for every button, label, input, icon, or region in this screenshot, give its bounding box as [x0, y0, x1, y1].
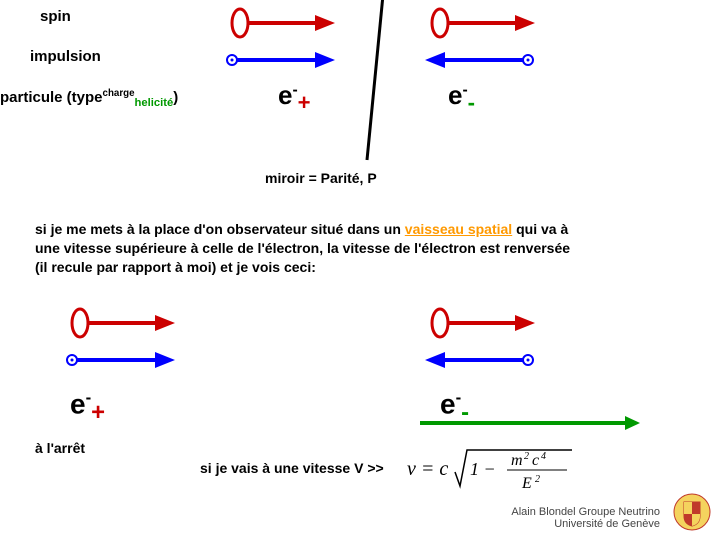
para-highlight: vaisseau spatial	[405, 221, 512, 237]
bottom-left-diagram	[60, 305, 260, 385]
svg-text:m: m	[511, 452, 523, 469]
credit-line2: Université de Genève	[511, 518, 660, 530]
particle-top-right: e--	[448, 80, 475, 116]
mirror-line	[355, 0, 395, 165]
particule-helicite-sub: helicité	[135, 97, 174, 109]
particule-charge-sup: charge	[103, 88, 135, 99]
para-line2: une vitesse supérieure à celle de l'élec…	[35, 240, 570, 256]
helicity-sub: -	[461, 399, 469, 426]
particle-type: e	[448, 80, 462, 110]
particle-top-left: e-+	[278, 80, 311, 116]
svg-text:1 −: 1 −	[470, 459, 496, 479]
credit-block: Alain Blondel Groupe Neutrino Université…	[511, 506, 660, 530]
svg-text:2: 2	[535, 474, 540, 485]
particule-label: particule (typechargehelicité)	[0, 88, 178, 109]
particle-bottom-left: e-+	[70, 388, 105, 427]
credit-line1: Alain Blondel Groupe Neutrino	[511, 506, 660, 518]
geneva-logo	[672, 492, 712, 532]
impulsion-label: impulsion	[30, 48, 101, 65]
velocity-formula: v = c 1 − m 2 c 4 E 2	[407, 442, 577, 498]
svg-text:4: 4	[541, 451, 546, 462]
arret-label: à l'arrêt	[35, 440, 85, 456]
boost-paragraph: si je me mets à la place d'on observateu…	[35, 220, 685, 277]
mirror-label: miroir = Parité, P	[265, 170, 377, 186]
svg-text:E: E	[521, 475, 532, 492]
svg-text:c: c	[532, 452, 539, 469]
spin-label: spin	[40, 8, 71, 25]
helicity-sub: +	[298, 90, 311, 115]
helicity-sub: +	[91, 399, 105, 426]
particule-prefix: particule (type	[0, 89, 103, 106]
helicity-sub: -	[468, 90, 475, 115]
particule-suffix: )	[173, 89, 178, 106]
bottom-text: si je vais à une vitesse V >>	[200, 460, 384, 476]
particle-type: e	[278, 80, 292, 110]
top-left-diagram	[220, 5, 340, 80]
para-line1b: qui va à	[512, 221, 568, 237]
para-line3: (il recule par rapport à moi) et je vois…	[35, 259, 316, 275]
particle-type: e	[440, 388, 456, 419]
top-right-diagram	[420, 5, 540, 80]
svg-text:v = c: v = c	[407, 458, 448, 480]
particle-bottom-right: e--	[440, 388, 469, 427]
particle-type: e	[70, 388, 86, 419]
svg-text:2: 2	[524, 451, 529, 462]
para-line1a: si je me mets à la place d'on observateu…	[35, 221, 405, 237]
